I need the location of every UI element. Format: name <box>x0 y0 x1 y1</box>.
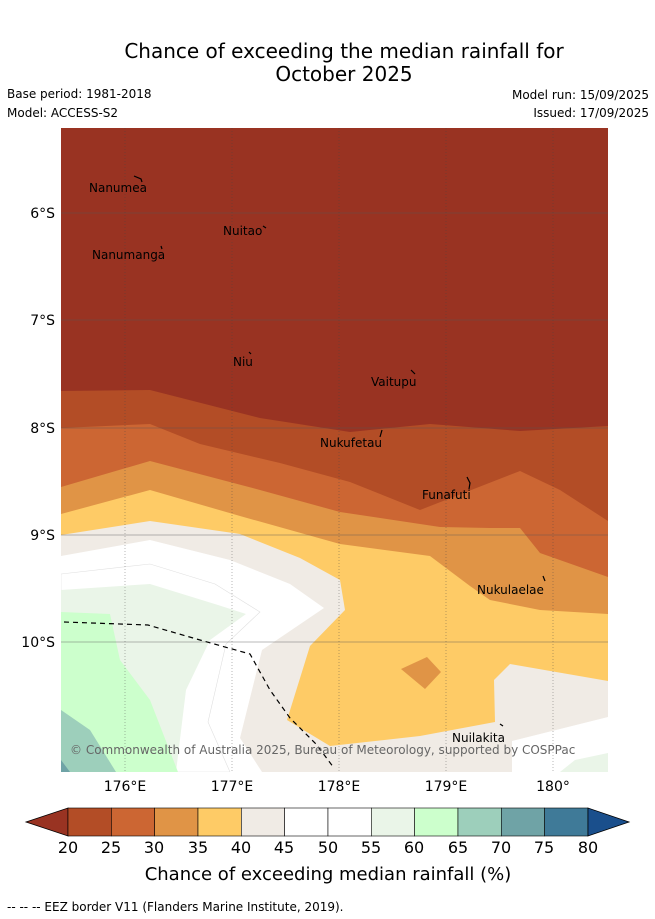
colorbar-tick: 60 <box>404 838 424 857</box>
title-line-2: October 2025 <box>275 62 413 86</box>
colorbar-tick: 20 <box>58 838 78 857</box>
lat-label: 10°S <box>21 635 55 651</box>
colorbar-tick: 50 <box>318 838 338 857</box>
colorbar-ticks: 20 25 30 35 40 45 50 55 60 65 70 75 80 <box>58 838 598 857</box>
label-niu: Niu <box>233 355 253 369</box>
inner-band-35-40 <box>401 657 441 689</box>
map-title: Chance of exceeding the median rainfall … <box>0 40 655 86</box>
lon-label: 179°E <box>425 779 468 795</box>
colorbar-tick: 70 <box>491 838 511 857</box>
island-vaitupu-shape <box>410 369 416 375</box>
colorbar-swatch <box>67 807 112 837</box>
graticule <box>61 212 608 643</box>
lat-label: 8°S <box>30 421 55 437</box>
colorbar-tick: 25 <box>101 838 121 857</box>
issued-date: Issued: 17/09/2025 <box>533 106 649 120</box>
colorbar-tick: 30 <box>144 838 164 857</box>
colorbar-swatch <box>111 807 155 837</box>
latitude-labels: 6°S 7°S 8°S 9°S 10°S <box>21 206 55 651</box>
rainfall-map: Nanumea Nuitao Nanumanga Niu Vaitupu Nuk… <box>21 128 631 885</box>
colorbar-tick: 55 <box>361 838 381 857</box>
colorbar-swatch <box>457 807 502 837</box>
island-funafuti-shape <box>466 476 471 490</box>
lon-label: 180° <box>536 779 570 795</box>
colorbar-swatch <box>197 807 242 837</box>
colorbar-tick: 80 <box>578 838 598 857</box>
colorbar-swatch <box>500 807 545 837</box>
colorbar-tick: 35 <box>188 838 208 857</box>
label-nukulaelae: Nukulaelae <box>477 583 544 597</box>
colorbar-swatch <box>284 807 329 837</box>
colorbar-tick: 65 <box>448 838 468 857</box>
colorbar-swatch <box>414 807 459 837</box>
contour-layers <box>61 128 608 772</box>
island-nukulaelae-shape <box>542 575 546 582</box>
island-niu-shape <box>248 351 252 355</box>
eez-footnote: -- -- -- EEZ border V11 (Flanders Marine… <box>7 900 344 914</box>
label-nuitao: Nuitao <box>223 224 262 238</box>
band-75-80 <box>61 760 70 772</box>
colorbar-extend-high <box>587 807 631 837</box>
colorbar-swatch <box>327 807 372 837</box>
longitude-labels: 176°E 177°E 178°E 179°E 180° <box>104 779 570 795</box>
label-nukufetau: Nukufetau <box>320 436 382 450</box>
model-name: Model: ACCESS-S2 <box>7 106 119 120</box>
colorbar-extend-low <box>24 807 69 837</box>
lat-label: 7°S <box>30 313 55 329</box>
colorbar-swatch <box>371 807 415 837</box>
label-nuilakita: Nuilakita <box>452 731 505 745</box>
island-nanumanga-shape <box>160 245 163 250</box>
model-run: Model run: 15/09/2025 <box>511 88 649 102</box>
island-nuilakita-shape <box>499 723 504 727</box>
copyright-notice: © Commonwealth of Australia 2025, Bureau… <box>70 743 575 757</box>
islands <box>133 175 546 727</box>
colorbar-tick: 75 <box>534 838 554 857</box>
meridians <box>124 128 554 772</box>
label-vaitupu: Vaitupu <box>371 375 417 389</box>
colorbar-label: Chance of exceeding median rainfall (%) <box>145 864 512 885</box>
eez-border <box>63 621 335 769</box>
colorbar-swatch <box>544 807 589 837</box>
colorbar-tick: 40 <box>231 838 251 857</box>
island-nukufetau-shape <box>379 429 383 438</box>
island-nuitao-shape <box>262 225 267 229</box>
island-nanumea-shape <box>133 175 143 183</box>
lon-label: 178°E <box>318 779 361 795</box>
lat-label: 9°S <box>30 528 55 544</box>
lon-label: 176°E <box>104 779 147 795</box>
colorbar-tick: 45 <box>274 838 294 857</box>
colorbar-swatch <box>154 807 199 837</box>
label-nanumea: Nanumea <box>89 181 147 195</box>
colorbar-swatch <box>241 807 285 837</box>
colorbar <box>24 807 631 837</box>
base-period: Base period: 1981-2018 <box>7 87 152 101</box>
title-line-1: Chance of exceeding the median rainfall … <box>124 39 564 63</box>
label-nanumanga: Nanumanga <box>92 248 165 262</box>
lon-label: 177°E <box>211 779 254 795</box>
label-funafuti: Funafuti <box>422 488 471 502</box>
lat-label: 6°S <box>30 206 55 222</box>
band-70-75 <box>61 710 116 772</box>
place-labels: Nanumea Nuitao Nanumanga Niu Vaitupu Nuk… <box>89 181 544 745</box>
band-60-65-east <box>560 753 608 772</box>
